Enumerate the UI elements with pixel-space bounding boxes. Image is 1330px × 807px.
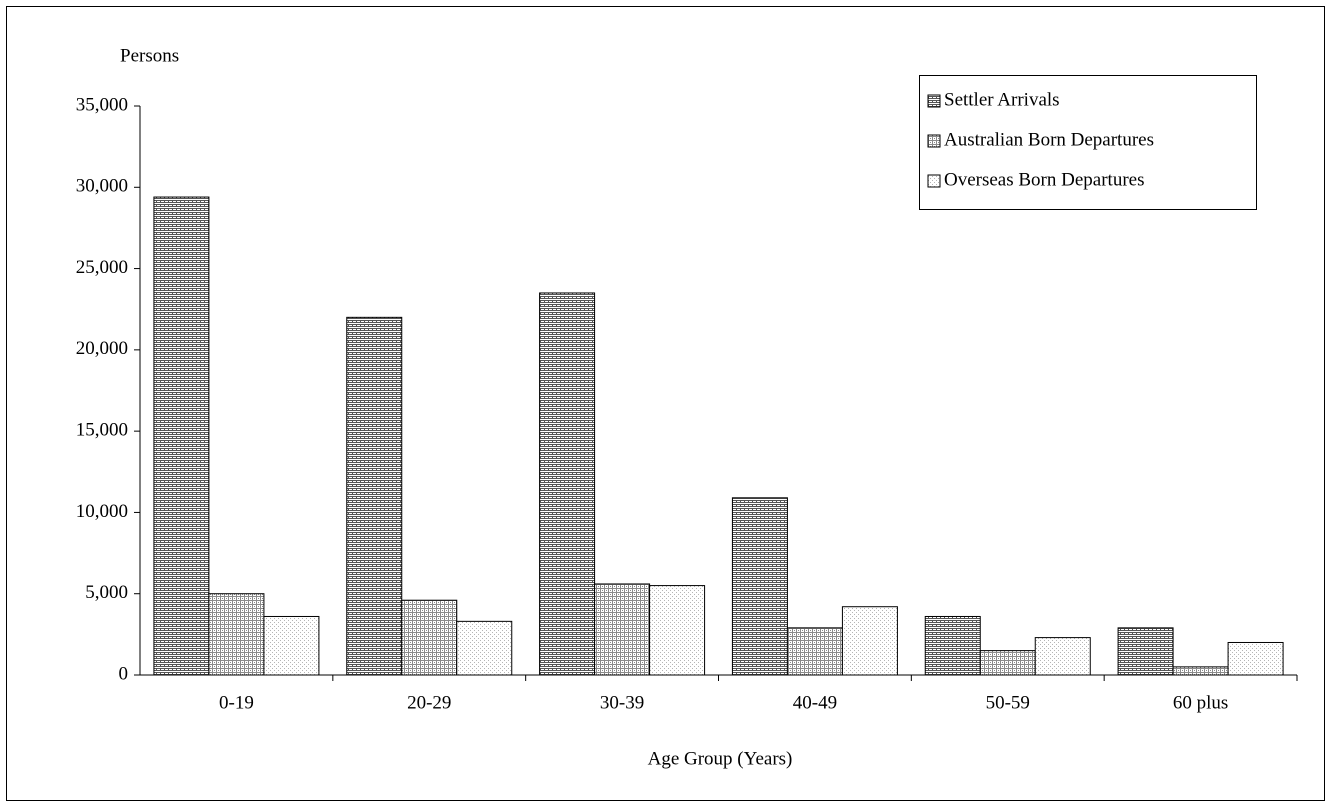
bar — [153, 196, 210, 676]
bar — [841, 606, 898, 676]
x-axis-label: Age Group (Years) — [648, 748, 793, 769]
legend-box — [919, 75, 1257, 210]
bar — [401, 599, 458, 676]
y-tick-label: 5,000 — [85, 582, 128, 603]
bar — [1117, 627, 1174, 676]
y-axis-label: Persons — [120, 45, 179, 66]
y-tick-label: 0 — [119, 663, 129, 684]
bar — [539, 292, 596, 676]
x-tick-label: 60 plus — [1173, 692, 1228, 713]
bar — [208, 593, 265, 676]
y-tick-label: 10,000 — [76, 501, 128, 522]
x-tick-label: 40-49 — [793, 692, 837, 713]
x-tick-label: 0-19 — [219, 692, 254, 713]
bar — [346, 316, 403, 676]
y-tick-label: 35,000 — [76, 94, 128, 115]
bar — [594, 583, 651, 676]
x-tick-label: 50-59 — [986, 692, 1030, 713]
bar — [649, 585, 706, 676]
y-tick-label: 30,000 — [76, 176, 128, 197]
bar — [263, 615, 320, 676]
bar — [731, 497, 788, 676]
bar — [786, 627, 843, 676]
bar — [1034, 637, 1091, 676]
legend-label: Australian Born Departures — [944, 129, 1154, 150]
bar — [979, 650, 1036, 676]
legend-label: Settler Arrivals — [944, 89, 1060, 110]
y-tick-label: 20,000 — [76, 338, 128, 359]
bar — [924, 615, 981, 676]
bar — [1172, 666, 1229, 676]
legend-label: Overseas Born Departures — [944, 169, 1144, 190]
legend: Settler Arrivals Australian Born Departur… — [919, 75, 1257, 210]
y-tick-label: 25,000 — [76, 257, 128, 278]
x-tick-label: 30-39 — [600, 692, 644, 713]
bar — [456, 620, 513, 676]
legend-swatch — [927, 174, 941, 188]
bar — [1227, 641, 1284, 676]
y-tick-label: 15,000 — [76, 420, 128, 441]
legend-swatch — [927, 94, 941, 108]
legend-swatch — [927, 134, 941, 148]
x-tick-label: 20-29 — [407, 692, 451, 713]
